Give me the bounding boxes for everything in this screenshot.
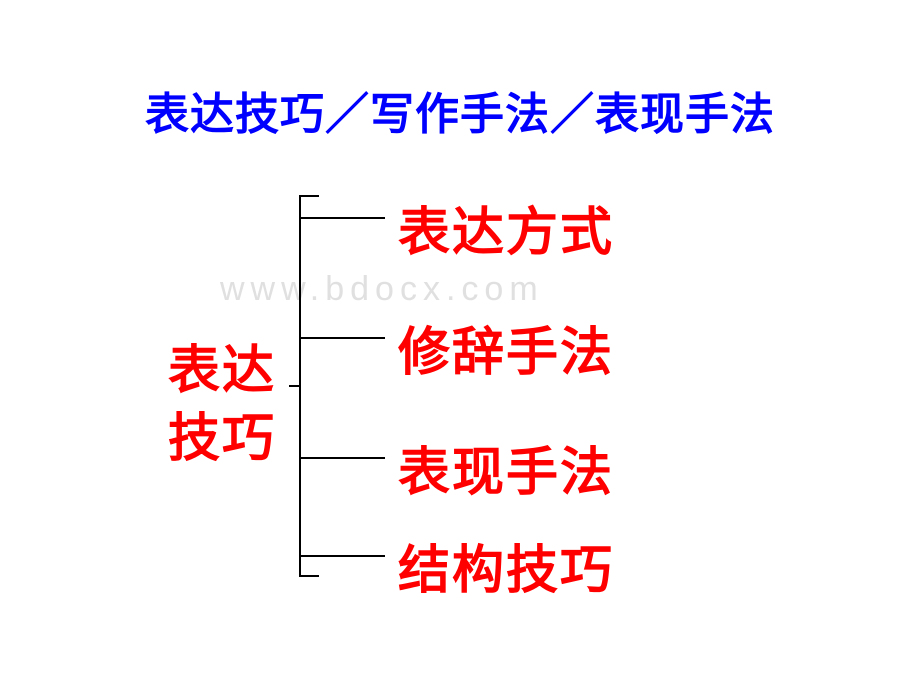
branch-item-2: 修辞手法 (398, 310, 614, 385)
branch-item-3: 表现手法 (398, 430, 614, 505)
branch-item-4: 结构技巧 (398, 528, 614, 603)
branch-item-1: 表达方式 (398, 190, 614, 265)
